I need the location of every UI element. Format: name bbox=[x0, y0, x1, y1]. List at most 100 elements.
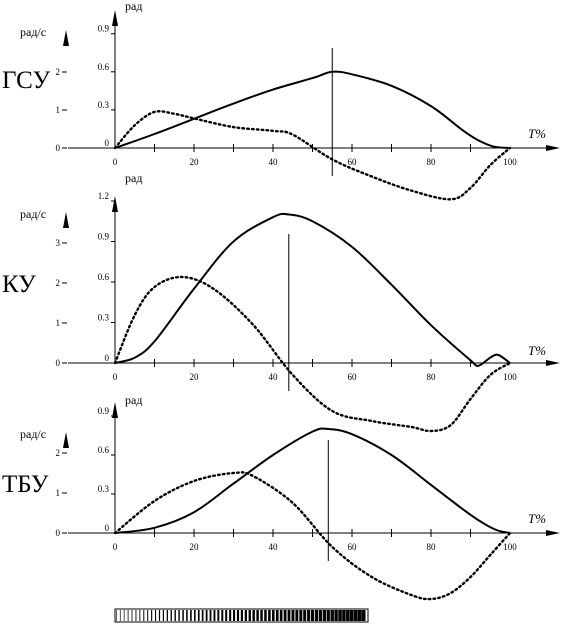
rads-tick-label: 0 bbox=[56, 358, 61, 368]
grayscale-bar-stripe bbox=[217, 610, 220, 621]
rad-tick-label: 0.6 bbox=[98, 272, 110, 282]
rad-tick-label: 0.9 bbox=[98, 24, 110, 34]
grayscale-bar-stripe bbox=[209, 610, 212, 621]
grayscale-bar-stripe bbox=[131, 610, 133, 621]
grayscale-bar-stripe bbox=[151, 610, 153, 621]
grayscale-bar-stripe bbox=[233, 610, 236, 621]
grayscale-bar-stripe bbox=[186, 610, 188, 621]
rads-axis-arrow bbox=[63, 432, 69, 448]
dotted-series-line bbox=[113, 275, 512, 433]
grayscale-bar-stripe bbox=[127, 610, 129, 621]
solid-series-line bbox=[114, 427, 511, 534]
x-axis-arrow bbox=[546, 530, 560, 536]
rad-tick-label: 0 bbox=[105, 138, 110, 148]
x-axis-label: T% bbox=[528, 343, 546, 358]
rads-axis-arrow bbox=[63, 212, 69, 228]
grayscale-bar-stripe bbox=[287, 610, 291, 621]
rads-tick-label: 3 bbox=[56, 238, 61, 248]
x-tick-label: 20 bbox=[190, 542, 200, 552]
grayscale-bar-stripe bbox=[252, 610, 255, 621]
grayscale-bar-stripe bbox=[197, 610, 200, 621]
rads-tick-label: 2 bbox=[56, 448, 61, 458]
grayscale-bar-stripe bbox=[147, 610, 149, 621]
rads-tick-label: 1 bbox=[56, 105, 61, 115]
grayscale-bar-stripe bbox=[299, 610, 303, 621]
grayscale-bar-stripe bbox=[326, 610, 330, 621]
chart-panel-2: рад/с рад T% КУ 0 20 40 60 80 100 0 0.3 0.6 0.9 1.2 0 1 2… bbox=[2, 171, 560, 433]
grayscale-bar-stripe bbox=[229, 610, 232, 621]
right-axis-label: рад bbox=[125, 393, 142, 407]
solid-series-line bbox=[114, 212, 511, 367]
rads-tick-label: 0 bbox=[56, 143, 61, 153]
grayscale-bar-stripe bbox=[264, 610, 267, 621]
grayscale-bar-stripe bbox=[357, 610, 362, 621]
grayscale-bar-stripe bbox=[116, 610, 117, 621]
grayscale-bar-stripe bbox=[275, 610, 279, 621]
grayscale-bar-stripe bbox=[361, 610, 366, 621]
grayscale-bar-stripe bbox=[244, 610, 247, 621]
grayscale-bar-stripe bbox=[318, 610, 322, 621]
grayscale-bar-stripe bbox=[272, 610, 275, 621]
x-tick-label: 40 bbox=[269, 542, 279, 552]
left-axis-label: рад/с bbox=[20, 25, 46, 39]
x-tick-label: 80 bbox=[427, 542, 437, 552]
grayscale-bar-stripe bbox=[353, 610, 358, 621]
grayscale-bar-stripe bbox=[205, 610, 208, 621]
left-axis-label: рад/с bbox=[20, 427, 46, 441]
rad-tick-label: 0.3 bbox=[98, 484, 110, 494]
rad-tick-label: 0.6 bbox=[98, 445, 110, 455]
x-tick-label: 100 bbox=[503, 542, 517, 552]
grayscale-bar-stripe bbox=[346, 610, 350, 621]
x-tick-label: 60 bbox=[348, 372, 358, 382]
grayscale-bar-stripe bbox=[338, 610, 342, 621]
grayscale-bar-stripe bbox=[190, 610, 192, 621]
rads-tick-label: 2 bbox=[56, 278, 61, 288]
rad-tick-label: 1.2 bbox=[98, 191, 109, 201]
x-tick-label: 80 bbox=[427, 372, 437, 382]
rads-tick-label: 0 bbox=[56, 528, 61, 538]
grayscale-bar-stripe bbox=[158, 610, 161, 621]
x-tick-label: 0 bbox=[113, 542, 118, 552]
grayscale-bar-stripe bbox=[303, 610, 307, 621]
right-axis-label: рад bbox=[125, 171, 142, 185]
rad-tick-label: 0 bbox=[105, 523, 110, 533]
x-tick-label: 40 bbox=[269, 372, 279, 382]
grayscale-bar-stripe bbox=[279, 610, 283, 621]
grayscale-bar-stripe bbox=[174, 610, 176, 621]
x-tick-label: 100 bbox=[503, 372, 517, 382]
x-axis-arrow bbox=[546, 145, 560, 151]
x-tick-label: 100 bbox=[503, 157, 517, 167]
grayscale-bar-stripe bbox=[182, 610, 184, 621]
grayscale-bar-stripe bbox=[260, 610, 263, 621]
grayscale-bar-stripe bbox=[311, 610, 315, 621]
chart-panel-3: рад/с рад T% ТБУ 0 20 40 60 80 100 0 0.3 0.6 0.9 0 1 2 bbox=[2, 393, 560, 601]
grayscale-bar-stripe bbox=[143, 610, 145, 621]
rads-tick-label: 1 bbox=[56, 488, 61, 498]
panel-label: КУ bbox=[2, 271, 36, 298]
grayscale-bar-stripe bbox=[236, 610, 240, 621]
chart-panel-1: рад/с рад T% ГСУ 0 20 40 60 80 100 0 0.3 0.6 0.9 0 1 2 bbox=[2, 0, 560, 201]
grayscale-bar-stripe bbox=[139, 610, 141, 621]
grayscale-bar-stripe bbox=[334, 610, 338, 621]
grayscale-bar-stripe bbox=[283, 610, 287, 621]
grayscale-bar-stripe bbox=[291, 610, 295, 621]
grayscale-bar-stripe bbox=[322, 610, 326, 621]
rad-tick-label: 0.9 bbox=[98, 232, 110, 242]
x-tick-label: 20 bbox=[190, 157, 200, 167]
grayscale-bar-stripe bbox=[162, 610, 164, 621]
x-tick-label: 80 bbox=[427, 157, 437, 167]
x-axis-label: T% bbox=[528, 126, 546, 141]
grayscale-bar-stripe bbox=[194, 610, 196, 621]
grayscale-bar-stripe bbox=[119, 610, 121, 621]
rad-tick-label: 0.6 bbox=[98, 62, 110, 72]
rads-axis-arrow bbox=[63, 30, 69, 46]
grayscale-bar-stripe bbox=[123, 610, 125, 621]
grayscale-bar-stripe bbox=[170, 610, 172, 621]
rad-tick-label: 0.3 bbox=[98, 313, 110, 323]
rads-tick-label: 2 bbox=[56, 67, 61, 77]
rad-tick-label: 0.9 bbox=[98, 406, 110, 416]
grayscale-bar-stripe bbox=[178, 610, 180, 621]
rad-axis-arrow bbox=[112, 402, 118, 418]
x-tick-label: 60 bbox=[348, 157, 358, 167]
